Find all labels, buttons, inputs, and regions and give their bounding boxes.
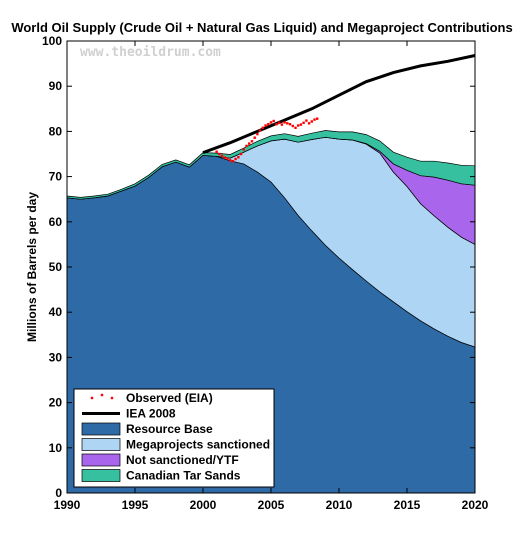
y-axis-label: Millions of Barrels per day [25, 192, 39, 342]
y-tick-label: 10 [49, 441, 63, 455]
observed-point [250, 140, 254, 143]
y-tick-label: 20 [49, 396, 63, 410]
observed-point [294, 126, 297, 129]
observed-point [220, 154, 224, 157]
legend-label: Canadian Tar Sands [126, 469, 241, 483]
y-tick-label: 50 [49, 260, 63, 274]
y-tick-label: 80 [49, 124, 63, 138]
x-tick-label: 1990 [54, 498, 81, 512]
legend-item-observed-eia: Observed (EIA) [90, 391, 213, 405]
observed-point [239, 152, 243, 156]
observed-point [302, 121, 305, 124]
observed-point [218, 152, 221, 156]
x-tick-label: 2000 [190, 498, 217, 512]
legend-label: Observed (EIA) [126, 391, 213, 405]
observed-point [256, 132, 259, 136]
observed-point [272, 119, 275, 123]
line-iea-2008 [202, 54, 476, 155]
legend-swatch-dot [90, 396, 94, 400]
legend-item-canadian-tar-sands: Canadian Tar Sands [81, 469, 241, 483]
observed-point [286, 122, 289, 125]
y-tick-label: 60 [49, 215, 63, 229]
observed-point [278, 121, 281, 124]
y-tick-label: 0 [55, 486, 62, 500]
x-tick-label: 1995 [122, 498, 149, 512]
observed-point [253, 136, 256, 139]
y-tick-label: 70 [49, 170, 63, 184]
legend-swatch-patch [81, 422, 121, 436]
observed-point [237, 156, 240, 159]
observed-point [215, 150, 218, 153]
legend-swatch-patch [81, 438, 121, 451]
observed-point [307, 122, 311, 125]
observed-point [269, 121, 273, 124]
legend-item-not-sanctioned-ytf: Not sanctioned/YTF [81, 453, 239, 467]
observed-point [291, 124, 294, 128]
observed-point [223, 156, 226, 159]
legend-item-iea-2008: IEA 2008 [82, 407, 176, 421]
x-axis: 1990 1995 2000 2005 2010 2015 2020 [54, 41, 489, 512]
legend-item-resource-base: Resource Base [81, 422, 213, 436]
observed-point [280, 123, 284, 126]
observed-point [313, 118, 316, 121]
observed-point [316, 117, 319, 120]
observed-point [283, 121, 286, 124]
observed-point [267, 123, 270, 126]
observed-point [242, 148, 245, 151]
line-layers [202, 54, 476, 155]
observed-point [297, 124, 300, 127]
x-tick-label: 2020 [462, 498, 489, 512]
watermark: www.theoildrum.com [80, 45, 221, 60]
y-axis: 0 10 20 30 40 50 60 70 80 90 100 [42, 34, 475, 500]
chart-title: World Oil Supply (Crude Oil + Natural Ga… [11, 20, 512, 35]
legend-swatch-patch [81, 469, 121, 482]
x-tick-label: 2005 [258, 498, 285, 512]
observed-point [231, 160, 235, 163]
legend-label: Megaprojects sanctioned [126, 438, 270, 452]
legend-swatch-patch [81, 453, 121, 467]
observed-point [264, 124, 267, 127]
observed-point [261, 126, 264, 129]
y-tick-label: 90 [49, 79, 63, 93]
observed-point [229, 159, 232, 162]
y-tick-label: 100 [42, 34, 62, 48]
legend-label: Resource Base [126, 422, 213, 436]
observed-points [215, 117, 319, 163]
y-tick-label: 30 [49, 350, 63, 364]
observed-point [305, 119, 308, 122]
x-tick-label: 2010 [326, 498, 353, 512]
legend-swatch-dot [110, 396, 114, 400]
observed-point [310, 120, 313, 123]
y-tick-label: 40 [49, 305, 63, 319]
legend-item-megaprojects-sanctioned: Megaprojects sanctioned [81, 438, 270, 452]
observed-point [248, 142, 251, 145]
observed-point [299, 123, 303, 126]
legend-swatch-dot [100, 393, 104, 397]
observed-point [258, 129, 262, 132]
observed-point [245, 144, 248, 148]
x-tick-label: 2015 [394, 498, 421, 512]
observed-point [234, 157, 237, 161]
observed-point [288, 123, 292, 126]
legend-label: Not sanctioned/YTF [126, 453, 239, 467]
observed-point [275, 123, 278, 126]
observed-point [226, 157, 229, 160]
legend-label: IEA 2008 [126, 407, 176, 421]
